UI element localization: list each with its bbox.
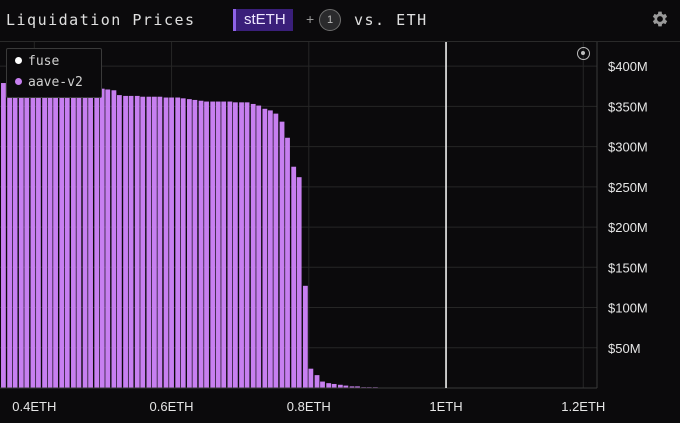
- bar-aave-v2[interactable]: [302, 285, 308, 388]
- bar-aave-v2[interactable]: [320, 381, 325, 388]
- legend-swatch-aave-v2: [15, 78, 22, 85]
- bar-aave-v2[interactable]: [314, 375, 320, 388]
- asset-selector[interactable]: stETH: [233, 9, 293, 31]
- chart-legend: fuse aave-v2: [6, 48, 102, 98]
- bar-aave-v2[interactable]: [343, 385, 349, 388]
- bar-aave-v2[interactable]: [12, 85, 18, 388]
- x-tick-label: 0.6ETH: [150, 399, 194, 414]
- y-tick-label: $250M: [608, 180, 648, 195]
- add-asset-icon[interactable]: +: [306, 11, 315, 27]
- legend-label: aave-v2: [28, 75, 83, 90]
- bar-aave-v2[interactable]: [239, 102, 244, 388]
- bar-aave-v2[interactable]: [88, 87, 93, 389]
- bar-aave-v2[interactable]: [291, 166, 297, 388]
- bar-aave-v2[interactable]: [285, 137, 290, 388]
- legend-label: fuse: [28, 54, 60, 69]
- legend-item-fuse[interactable]: fuse: [15, 53, 59, 71]
- chart-header: Liquidation Prices stETH + 1 vs. ETH: [0, 0, 680, 40]
- x-tick-label: 0.8ETH: [287, 399, 331, 414]
- bar-aave-v2[interactable]: [24, 85, 30, 388]
- x-tick-label: 1ETH: [429, 399, 462, 414]
- y-tick-label: $50M: [608, 341, 641, 356]
- gear-icon[interactable]: [650, 9, 670, 29]
- bar-aave-v2[interactable]: [215, 101, 221, 388]
- bar-aave-v2[interactable]: [296, 177, 302, 388]
- y-tick-label: $100M: [608, 301, 648, 316]
- bar-aave-v2[interactable]: [163, 97, 169, 388]
- bar-aave-v2[interactable]: [186, 99, 192, 388]
- bar-aave-v2[interactable]: [308, 368, 314, 388]
- bar-aave-v2[interactable]: [355, 386, 360, 388]
- bar-aave-v2[interactable]: [210, 101, 216, 388]
- legend-swatch-fuse: [15, 57, 22, 64]
- bar-aave-v2[interactable]: [30, 85, 36, 388]
- bar-aave-v2[interactable]: [64, 86, 70, 389]
- legend-item-aave-v2[interactable]: aave-v2: [15, 74, 83, 92]
- bar-aave-v2[interactable]: [331, 383, 337, 388]
- bar-aave-v2[interactable]: [76, 87, 82, 389]
- bar-aave-v2[interactable]: [99, 88, 105, 388]
- y-tick-label: $150M: [608, 260, 648, 275]
- bar-aave-v2[interactable]: [244, 102, 250, 388]
- bar-aave-v2[interactable]: [192, 99, 198, 389]
- bar-aave-v2[interactable]: [59, 86, 65, 389]
- bar-aave-v2[interactable]: [232, 102, 238, 388]
- bar-aave-v2[interactable]: [1, 83, 6, 389]
- bar-aave-v2[interactable]: [157, 96, 163, 388]
- bar-aave-v2[interactable]: [105, 89, 111, 388]
- bar-aave-v2[interactable]: [134, 95, 140, 389]
- extra-assets-badge[interactable]: 1: [319, 9, 341, 31]
- bar-aave-v2[interactable]: [337, 384, 343, 388]
- bar-aave-v2[interactable]: [169, 97, 174, 388]
- reset-zoom-icon[interactable]: [577, 47, 590, 60]
- page-title: Liquidation Prices: [6, 11, 196, 29]
- bar-aave-v2[interactable]: [7, 84, 13, 388]
- bar-aave-v2[interactable]: [140, 96, 146, 388]
- bar-aave-v2[interactable]: [175, 97, 181, 388]
- bar-aave-v2[interactable]: [198, 100, 204, 388]
- y-tick-label: $350M: [608, 99, 648, 114]
- bar-aave-v2[interactable]: [221, 101, 227, 388]
- bar-aave-v2[interactable]: [273, 113, 279, 388]
- y-tick-label: $300M: [608, 140, 648, 155]
- bar-aave-v2[interactable]: [47, 86, 53, 389]
- bar-aave-v2[interactable]: [349, 386, 355, 388]
- bar-aave-v2[interactable]: [151, 96, 157, 388]
- bar-aave-v2[interactable]: [128, 95, 134, 389]
- bar-aave-v2[interactable]: [116, 95, 122, 388]
- bar-aave-v2[interactable]: [146, 96, 152, 388]
- bar-aave-v2[interactable]: [180, 98, 186, 388]
- bar-aave-v2[interactable]: [18, 85, 24, 388]
- bar-aave-v2[interactable]: [262, 108, 268, 389]
- header-divider: [0, 41, 680, 42]
- bar-aave-v2[interactable]: [227, 101, 233, 388]
- x-tick-label: 1.2ETH: [561, 399, 605, 414]
- x-tick-label: 0.4ETH: [12, 399, 56, 414]
- bar-aave-v2[interactable]: [204, 101, 209, 388]
- bar-aave-v2[interactable]: [36, 86, 41, 389]
- bar-aave-v2[interactable]: [94, 88, 100, 388]
- bar-aave-v2[interactable]: [326, 383, 332, 388]
- bar-aave-v2[interactable]: [42, 86, 48, 389]
- bar-aave-v2[interactable]: [82, 87, 88, 389]
- bar-aave-v2[interactable]: [256, 105, 262, 388]
- bar-aave-v2[interactable]: [267, 110, 273, 388]
- bar-aave-v2[interactable]: [250, 103, 256, 389]
- bar-aave-v2[interactable]: [111, 90, 117, 389]
- bar-aave-v2[interactable]: [123, 95, 128, 389]
- bar-aave-v2[interactable]: [53, 86, 58, 389]
- y-tick-label: $200M: [608, 220, 648, 235]
- y-tick-label: $400M: [608, 59, 648, 74]
- quote-asset-label: vs. ETH: [354, 11, 428, 29]
- bar-aave-v2[interactable]: [279, 121, 285, 388]
- bar-aave-v2[interactable]: [71, 87, 76, 389]
